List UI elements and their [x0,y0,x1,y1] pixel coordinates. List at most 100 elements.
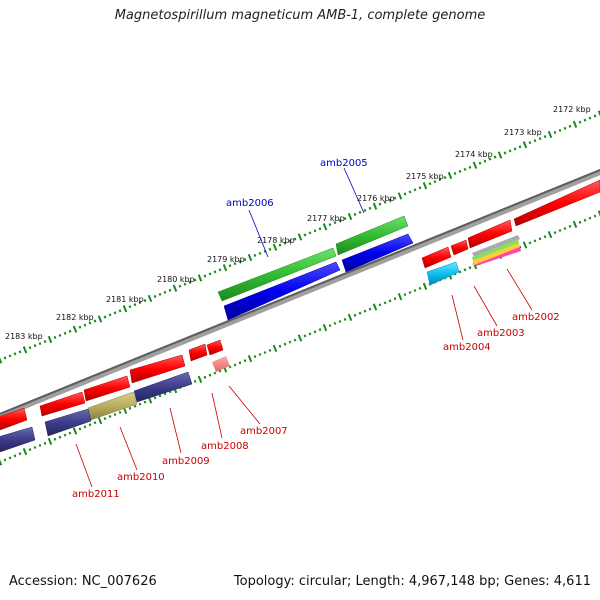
leader-amb2010 [119,426,138,471]
minor-tick [503,151,507,155]
minor-tick [418,186,422,190]
minor-tick [88,423,92,427]
minor-tick [328,324,332,328]
leader-amb2009 [169,407,182,454]
minor-tick [78,325,82,329]
gene-label-amb2011[interactable]: amb2011 [72,489,120,500]
major-tick [22,448,28,456]
minor-tick [263,249,267,253]
minor-tick [93,421,97,425]
major-tick [72,325,78,333]
minor-tick [358,210,362,214]
minor-tick [258,251,262,255]
gene-amb2004-arrow[interactable] [421,246,460,286]
gene-label-amb2002[interactable]: amb2002 [512,312,560,323]
gene-label-amb2009[interactable]: amb2009 [162,456,210,467]
kbp-label-2176: 2176 kbp [357,194,395,203]
kbp-label-2178: 2178 kbp [257,236,295,245]
minor-tick [143,299,147,303]
major-tick [0,357,3,364]
minor-tick [408,190,412,194]
gene-amb2002-arrow[interactable] [467,179,600,249]
minor-tick [583,218,587,222]
minor-tick [463,268,467,272]
leader-amb2011 [75,443,93,488]
gene-label-amb2005[interactable]: amb2005 [320,158,368,169]
major-tick [422,282,428,290]
gene-label-amb2007[interactable]: amb2007 [240,426,288,437]
gene-label-amb2006[interactable]: amb2006 [226,198,274,209]
gene-amb2007-arrow[interactable] [206,339,230,372]
minor-tick [278,344,282,348]
minor-tick [288,340,292,344]
gene-amb2005-arrow[interactable] [335,215,414,273]
major-tick [0,459,3,466]
minor-tick [318,227,322,231]
minor-tick [143,400,147,404]
major-tick [272,344,278,352]
major-tick [572,220,578,228]
minor-tick [308,231,312,235]
minor-tick [108,414,112,419]
minor-tick [288,239,292,243]
minor-tick [438,178,442,182]
minor-tick [368,206,372,210]
minor-tick [528,141,532,145]
major-tick [197,274,203,282]
minor-tick [243,258,247,262]
gene-amb2008-arrow[interactable] [188,343,208,362]
kbp-label-2179: 2179 kbp [207,255,245,264]
minor-tick [528,241,532,245]
minor-tick [403,293,407,297]
minor-tick [208,373,212,377]
kbp-label-2181: 2181 kbp [106,295,144,304]
gene-amb2009-arrow[interactable] [129,354,193,403]
upper-tick-track [0,110,600,364]
minor-tick [358,311,362,315]
minor-tick [58,435,62,439]
minor-tick [563,126,567,130]
major-tick [222,264,228,272]
minor-tick [538,137,542,141]
minor-tick [468,165,472,169]
minor-tick [188,280,192,284]
genome-backbone [0,168,600,420]
leader-amb2006 [248,209,269,258]
minor-tick [593,114,597,118]
gene-label-amb2004[interactable]: amb2004 [443,342,491,353]
leader-amb2008 [211,392,223,439]
genome-backbone-highlight [0,168,600,416]
minor-tick [118,410,122,414]
minor-tick [418,286,422,290]
gene-amb2010-arrow[interactable] [83,375,138,421]
minor-tick [193,379,197,383]
minor-tick [403,192,407,196]
minor-tick [153,294,157,298]
minor-tick [408,290,412,295]
major-tick [397,293,403,301]
major-tick [197,375,203,383]
gene-label-amb2008[interactable]: amb2008 [201,441,249,452]
minor-tick [578,120,582,124]
gene-amb2006-arrow[interactable] [217,247,341,321]
gene-amb2011-arrow[interactable] [0,391,92,453]
minor-tick [363,309,367,313]
minor-tick [43,340,47,344]
minor-tick [53,437,57,441]
minor-tick [108,313,112,317]
minor-tick [563,226,567,231]
gene-amb2003-arrow[interactable] [450,235,521,266]
minor-tick [333,221,337,225]
minor-tick [413,188,417,192]
gene-label-amb2003[interactable]: amb2003 [477,328,525,339]
gene-label-amb2010[interactable]: amb2010 [117,472,165,483]
minor-tick [153,396,157,400]
minor-tick [203,274,207,278]
minor-tick [68,329,72,333]
minor-tick [103,417,107,421]
minor-tick [3,356,7,360]
major-tick [72,427,78,435]
minor-tick [413,288,417,293]
minor-tick [18,350,22,354]
major-tick [522,241,528,249]
